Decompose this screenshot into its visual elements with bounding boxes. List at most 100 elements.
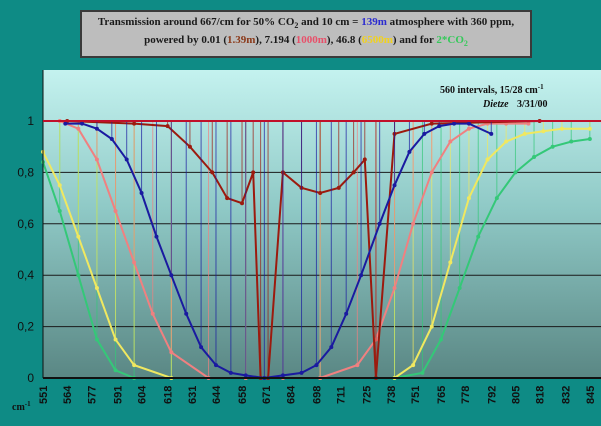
- data-point-brown: [225, 196, 230, 201]
- data-point-green: [569, 139, 574, 144]
- data-point-green: [513, 170, 518, 175]
- signature: Dietze: [482, 99, 509, 110]
- data-point-brown: [336, 185, 341, 190]
- data-point-blue: [407, 149, 412, 154]
- data-point-red: [392, 286, 397, 291]
- x-tick-labels: 551 564 577 591 604 618 631 644 658 671 684 698 711 7…: [38, 385, 597, 404]
- data-point-yellow: [132, 363, 137, 368]
- intervals-annotation: 560 intervals, 15/28 cm-1: [440, 83, 544, 96]
- data-point-green: [57, 208, 62, 213]
- data-point-red: [411, 221, 416, 226]
- data-point-green: [94, 337, 99, 342]
- x-tick-label: 684: [285, 385, 297, 404]
- x-tick-label: 845: [585, 386, 597, 404]
- x-tick-label: 618: [163, 386, 175, 404]
- series-line-brown: [67, 120, 540, 379]
- data-point-blue: [392, 183, 397, 188]
- data-point-red: [466, 126, 471, 131]
- data-point-blue: [94, 126, 99, 131]
- x-tick-label: 805: [510, 386, 522, 404]
- x-unit-label: cm-1: [12, 400, 31, 413]
- x-tick-label: 671: [261, 386, 273, 404]
- data-point-brown: [132, 121, 137, 126]
- data-point-yellow: [57, 183, 62, 188]
- x-tick-label: 604: [137, 385, 149, 404]
- data-point-yellow: [485, 157, 490, 162]
- y-tick-label: 0,6: [17, 217, 34, 231]
- data-point-red: [448, 139, 453, 144]
- axes-group: [42, 70, 601, 379]
- x-tick-label: 778: [460, 386, 472, 404]
- data-point-blue: [139, 190, 144, 195]
- data-point-blue: [344, 311, 349, 316]
- data-point-red: [150, 311, 155, 316]
- title-blue-label: 139m: [361, 16, 387, 28]
- x-tick-label: 577: [86, 386, 98, 404]
- x-tick-label: 792: [486, 386, 498, 404]
- data-point-blue: [452, 121, 457, 126]
- data-point-brown: [165, 124, 170, 129]
- series-line-green: [42, 138, 590, 379]
- title-text: Transmission around 667/cm for 50% CO: [97, 16, 295, 28]
- data-point-blue: [422, 131, 427, 136]
- x-tick-label: 591: [112, 386, 124, 404]
- x-tick-label: 551: [38, 386, 50, 404]
- title-text: ), 7.194 (: [255, 34, 296, 47]
- data-point-blue: [80, 121, 85, 126]
- data-point-green: [494, 196, 499, 201]
- data-point-green: [420, 370, 425, 375]
- data-point-green: [532, 154, 537, 159]
- data-point-blue: [437, 124, 442, 129]
- data-point-red: [429, 170, 434, 175]
- data-point-blue: [466, 121, 471, 126]
- data-point-blue: [109, 136, 114, 141]
- x-tick-label: 644: [211, 385, 223, 404]
- data-point-brown: [240, 201, 245, 206]
- title-line-2: powered by 0.01 (1.39m), 7.194 (1000m), …: [82, 33, 530, 51]
- data-point-yellow: [76, 234, 81, 239]
- data-point-brown: [318, 190, 323, 195]
- data-point-blue: [228, 370, 233, 375]
- date-annotation: 3/31/00: [517, 99, 548, 110]
- x-tick-label: 725: [362, 386, 374, 404]
- data-point-yellow: [587, 126, 592, 131]
- data-point-red: [76, 126, 81, 131]
- data-point-yellow: [429, 324, 434, 329]
- title-text: and 10 cm =: [298, 16, 362, 28]
- data-point-blue: [329, 345, 334, 350]
- title-text: ) and for: [392, 34, 437, 47]
- data-point-brown: [351, 170, 356, 175]
- data-point-brown: [210, 170, 215, 175]
- data-point-green: [457, 286, 462, 291]
- data-point-red: [526, 121, 531, 126]
- data-point-blue: [184, 311, 189, 316]
- data-point-green: [587, 136, 592, 141]
- data-point-yellow: [113, 337, 118, 342]
- data-point-blue: [299, 370, 304, 375]
- data-point-blue: [489, 131, 494, 136]
- data-point-yellow: [541, 129, 546, 134]
- data-point-blue: [243, 373, 248, 378]
- series-line-yellow: [42, 127, 590, 379]
- x-tick-label: 698: [311, 386, 323, 404]
- x-tick-label: 631: [187, 386, 199, 404]
- data-point-yellow: [559, 126, 564, 131]
- x-tick-label: 751: [410, 386, 422, 404]
- title-red-label: 1000m: [295, 34, 327, 47]
- data-point-blue: [154, 234, 159, 239]
- data-point-green: [113, 368, 118, 373]
- title-subscript: 2: [294, 21, 299, 31]
- chart-title: Transmission around 667/cm for 50% CO2 a…: [80, 10, 532, 58]
- x-tick-label: 564: [62, 385, 74, 404]
- data-point-green: [550, 144, 555, 149]
- data-point-red: [355, 363, 360, 368]
- title-text: powered by 0.01 (: [144, 34, 227, 47]
- x-tick-label: 738: [386, 386, 398, 404]
- y-tick-label: 1: [27, 114, 34, 128]
- data-point-brown: [187, 144, 192, 149]
- series-line-blue: [65, 122, 492, 380]
- data-point-yellow: [522, 131, 527, 136]
- data-point-brown: [251, 170, 256, 175]
- x-tick-label: 832: [561, 386, 573, 404]
- data-point-yellow: [411, 363, 416, 368]
